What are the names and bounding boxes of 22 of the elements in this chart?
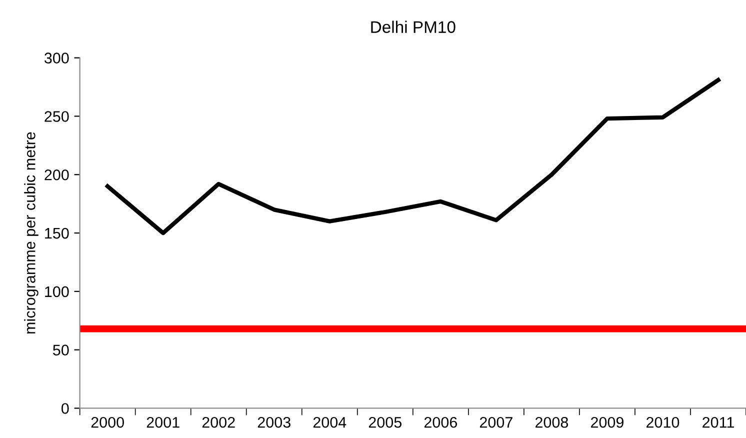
y-tick-label: 0 <box>62 403 69 414</box>
y-tick-label: 150 <box>45 228 69 239</box>
x-tick-label: 2001 <box>146 416 180 428</box>
y-tick-label: 250 <box>44 111 69 122</box>
x-tick-label: 2008 <box>535 416 568 428</box>
y-tick-label: 50 <box>53 344 69 356</box>
line-series <box>105 78 720 236</box>
x-tick-label: 2002 <box>202 416 235 428</box>
x-tick-label: 2003 <box>258 416 290 428</box>
x-tick-label: 2005 <box>368 416 402 428</box>
x-tick-label: 2009 <box>590 416 624 428</box>
y-tick-label: 200 <box>44 169 69 180</box>
x-tick-label: 2010 <box>646 416 680 428</box>
x-tick-label: 2011 <box>702 416 734 428</box>
y-tick-label: 100 <box>45 286 69 298</box>
x-tick-label: 2000 <box>91 416 124 428</box>
x-tick-label: 2007 <box>480 416 512 428</box>
y-tick-label: 300 <box>44 52 69 64</box>
x-tick-label: 2006 <box>424 416 457 428</box>
y-axis-title: microgramme per cubic metre <box>24 132 38 334</box>
chart-title: Delhi PM10 <box>371 20 456 33</box>
x-tick-label: 2004 <box>313 416 346 428</box>
